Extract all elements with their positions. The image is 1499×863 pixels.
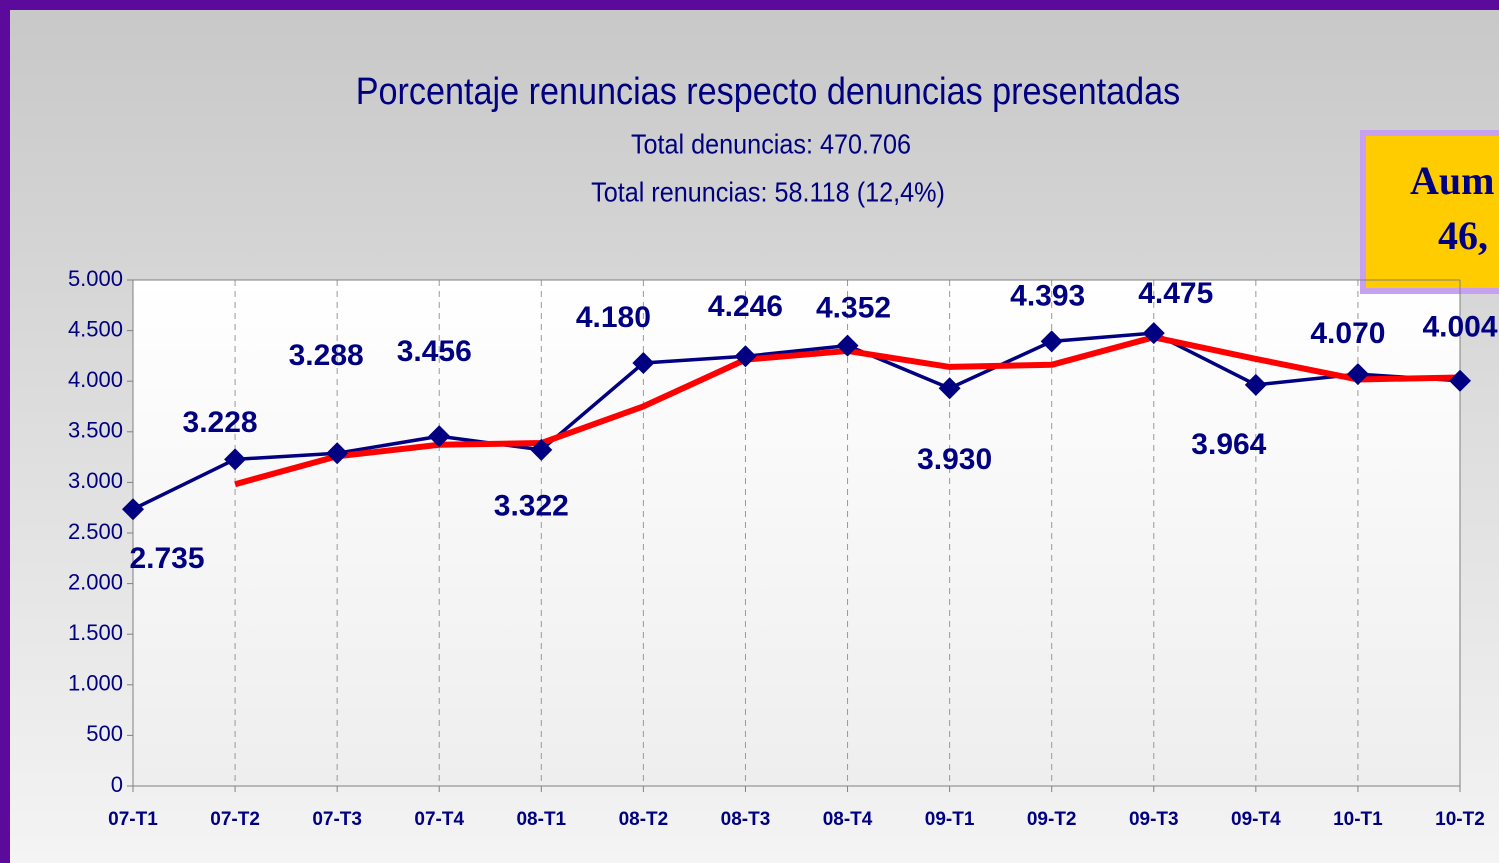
marker — [326, 442, 349, 465]
data-label: 4.246 — [708, 290, 783, 323]
x-tick-label: 08-T2 — [619, 809, 669, 830]
marker — [734, 345, 757, 368]
data-label: 4.475 — [1138, 277, 1213, 310]
marker — [1449, 369, 1471, 392]
data-label: 4.004 — [1422, 311, 1497, 344]
marker — [530, 438, 553, 461]
marker — [1040, 330, 1063, 353]
callout-text: Aum — [1410, 158, 1494, 203]
callout-text: 46, — [1438, 213, 1488, 258]
marker — [1142, 322, 1165, 345]
callout-box — [1360, 130, 1499, 294]
data-label: 4.070 — [1310, 317, 1385, 350]
data-label: 4.393 — [1010, 279, 1085, 312]
x-tick-label: 07-T4 — [414, 809, 464, 830]
y-tick-label: 5.000 — [68, 266, 123, 291]
y-tick-label: 0 — [111, 772, 123, 797]
data-label: 3.930 — [917, 443, 992, 476]
data-label: 4.180 — [576, 301, 651, 334]
data-label: 3.288 — [289, 339, 364, 372]
data-label: 3.228 — [183, 406, 258, 439]
y-tick-label: 4.500 — [68, 316, 123, 341]
x-tick-label: 09-T4 — [1231, 809, 1281, 830]
x-tick-label: 08-T4 — [823, 809, 873, 830]
x-tick-label: 09-T1 — [925, 809, 975, 830]
data-label: 3.964 — [1191, 428, 1266, 461]
x-tick-label: 10-T1 — [1333, 809, 1383, 830]
subtitle: Total denuncias: 470.706 — [631, 128, 911, 160]
marker — [632, 351, 655, 374]
data-label: 3.456 — [397, 335, 472, 368]
chart-title: Porcentaje renuncias respecto denuncias … — [356, 69, 1181, 112]
plot-area — [133, 280, 1460, 786]
y-tick-label: 4.000 — [68, 367, 123, 392]
marker — [1346, 363, 1369, 386]
marker — [836, 334, 859, 357]
x-tick-label: 09-T3 — [1129, 809, 1179, 830]
y-tick-label: 1.500 — [68, 620, 123, 645]
x-tick-label: 08-T1 — [516, 809, 566, 830]
marker — [1244, 373, 1267, 396]
x-tick-label: 08-T3 — [721, 809, 771, 830]
y-tick-label: 3.500 — [68, 418, 123, 443]
data-label: 2.735 — [129, 542, 204, 575]
x-tick-label: 07-T3 — [312, 809, 362, 830]
marker — [428, 425, 451, 448]
series-line — [132, 331, 1461, 511]
data-label: 4.352 — [816, 291, 891, 324]
y-tick-label: 2.000 — [68, 569, 123, 594]
y-tick-label: 1.000 — [68, 671, 123, 696]
y-tick-label: 2.500 — [68, 519, 123, 544]
marker — [224, 448, 247, 471]
data-label: 3.322 — [494, 490, 569, 523]
subtitle: Total renuncias: 58.118 (12,4%) — [591, 176, 945, 208]
x-tick-label: 09-T2 — [1027, 809, 1077, 830]
marker — [122, 498, 144, 521]
y-tick-label: 500 — [86, 721, 123, 746]
y-tick-label: 3.000 — [68, 468, 123, 493]
x-tick-label: 10-T2 — [1435, 809, 1485, 830]
x-tick-label: 07-T2 — [210, 809, 260, 830]
marker — [938, 377, 961, 400]
x-tick-label: 07-T1 — [108, 809, 158, 830]
